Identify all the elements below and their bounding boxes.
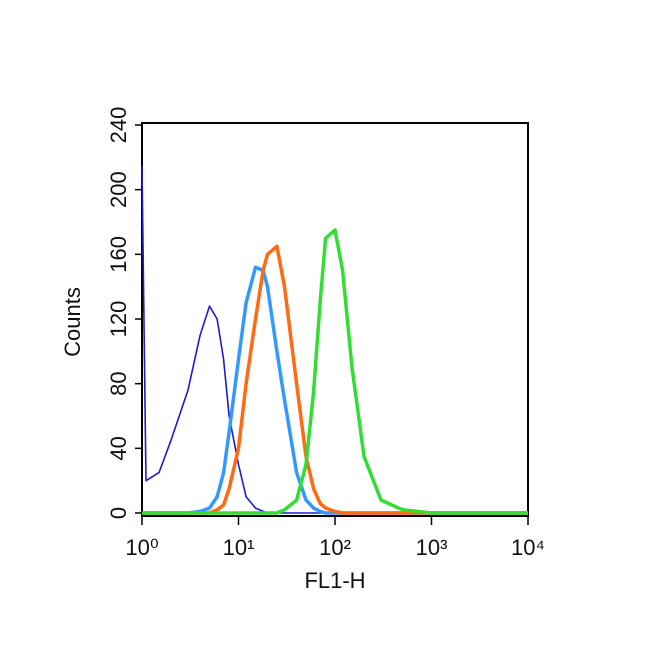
plot-frame [141,122,529,517]
y-tick-label: 0 [106,507,131,519]
x-tick-label: 10⁰ [125,535,158,560]
series-line [142,228,528,515]
y-tick-label: 80 [106,371,131,395]
x-tick-label: 10⁴ [511,535,545,560]
x-tick-label: 10¹ [223,535,255,560]
x-axis-label: FL1-H [304,568,365,593]
series-line [142,244,528,515]
y-axis-label: Counts [60,287,85,357]
x-tick-label: 10³ [416,535,448,560]
series-line [141,165,528,514]
y-tick-label: 160 [106,236,131,273]
y-tick-label: 240 [106,107,131,144]
x-tick-label: 10² [319,535,351,560]
y-tick-label: 200 [106,171,131,208]
y-tick-label: 40 [106,436,131,460]
y-tick-label: 120 [106,301,131,338]
series-line [142,265,528,515]
